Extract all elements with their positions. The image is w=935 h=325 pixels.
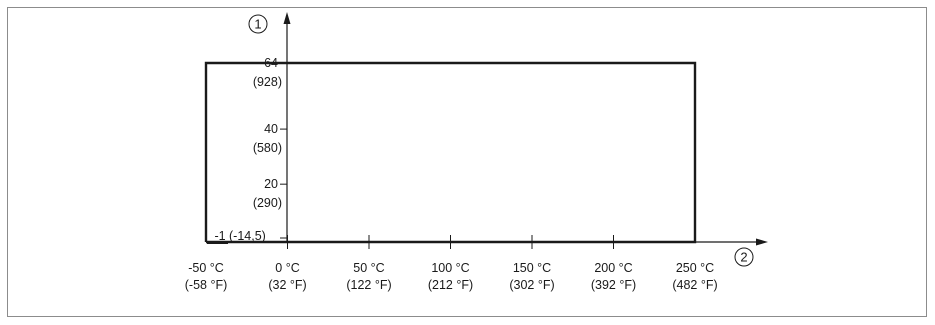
x-tick-label: 250 °C <box>676 261 714 275</box>
x-tick-label: 200 °C <box>594 261 632 275</box>
x-tick-sublabel: (-58 °F) <box>185 278 228 292</box>
x-tick-label: 50 °C <box>353 261 384 275</box>
x-tick-sublabel: (32 °F) <box>268 278 306 292</box>
series-layer <box>204 61 697 244</box>
x-tick-sublabel: (302 °F) <box>509 278 554 292</box>
y-tick-label: 20 <box>264 177 278 191</box>
y-axis-marker-circle <box>248 14 268 34</box>
y-axis-marker: 1 <box>254 17 261 32</box>
y-tick-sublabel: (928) <box>253 75 282 89</box>
pressure-temperature-range-line <box>204 61 697 244</box>
y-tick-label: -1 <box>214 229 225 243</box>
x-tick-label: 0 °C <box>275 261 299 275</box>
y-tick-sublabel: (580) <box>253 141 282 155</box>
y-axis: 1 <box>248 12 291 242</box>
x-tick-sublabel: (212 °F) <box>428 278 473 292</box>
x-tick-label: -50 °C <box>188 261 224 275</box>
y-tick-sublabel: (290) <box>253 196 282 210</box>
x-axis-arrow <box>756 238 768 246</box>
x-tick-sublabel: (482 °F) <box>672 278 717 292</box>
y-ticks: 64(928)40(580)20(290)-1 (-14,5) <box>207 56 287 244</box>
y-tick-label: 40 <box>264 122 278 136</box>
x-ticks: -50 °C (-58 °F) 0 °C (32 °F) 50 °C (122 °F) 10… <box>185 235 718 292</box>
x-tick-label: 100 °C <box>431 261 469 275</box>
x-tick-sublabel: (392 °F) <box>591 278 636 292</box>
chart-frame <box>7 7 927 317</box>
x-axis-marker: 2 <box>740 250 747 265</box>
y-tick-sublabel: (-14,5) <box>229 229 266 243</box>
x-axis-marker-circle <box>734 247 754 267</box>
x-tick-label: 150 °C <box>513 261 551 275</box>
y-axis-arrow <box>283 12 291 24</box>
x-tick-sublabel: (122 °F) <box>346 278 391 292</box>
